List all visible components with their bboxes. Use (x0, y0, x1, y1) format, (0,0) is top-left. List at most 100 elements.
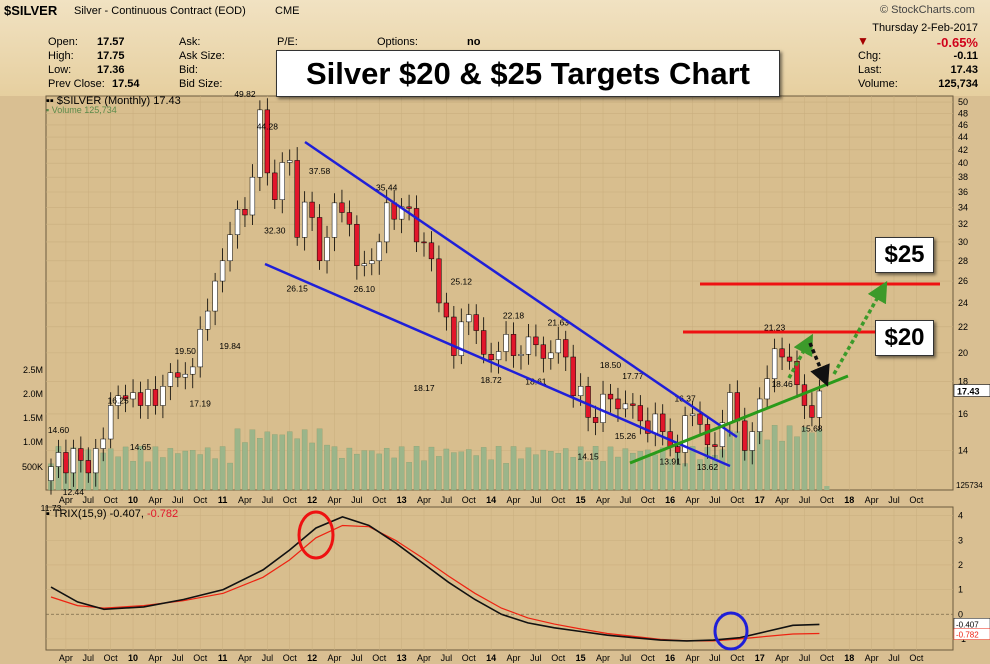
x-tick-label: Jul (888, 495, 900, 505)
candle-down (122, 395, 129, 400)
volume-bar (361, 450, 368, 491)
x-tick-label: Jul (799, 495, 811, 505)
legend-main-text: $SILVER (Monthly) 17.43 (56, 95, 181, 107)
candle-up (525, 336, 532, 355)
candle-up (719, 422, 726, 447)
x-tick-label: Jul (262, 495, 274, 505)
price-tick-label: 28 (958, 256, 968, 266)
chg-value: -0.11 (953, 50, 978, 62)
target-20-label: $20 (875, 320, 934, 356)
x-tick-label: Apr (327, 495, 341, 505)
signal-last-label: -0.782 (956, 631, 979, 640)
volume-bar (391, 457, 397, 491)
high-price-label: 49.82 (234, 89, 256, 99)
volume-bar (436, 456, 442, 491)
volume-bar (249, 429, 256, 491)
candle-up (495, 351, 502, 361)
x-tick-label: Jul (441, 653, 453, 663)
volume-tick-label: 1.5M (23, 413, 43, 423)
volume-bar (309, 442, 315, 491)
x-tick-label: Apr (327, 653, 341, 663)
x-tick-label: Oct (909, 653, 924, 663)
candle-down (630, 403, 636, 406)
wedge-upper-trendline (304, 140, 738, 439)
options-label: Options: (377, 36, 418, 48)
x-tick-label: Oct (730, 495, 745, 505)
ask-label: Ask: (179, 36, 201, 48)
low-price-label: 11.73 (41, 503, 62, 513)
last-label: Last: (858, 64, 882, 76)
candle-down (697, 413, 703, 425)
x-tick-label: Oct (283, 653, 298, 663)
volume-label: Volume: (858, 78, 898, 90)
change-percent: -0.65% (936, 35, 978, 50)
volume-bar (130, 460, 136, 491)
x-tick-label: 12 (307, 495, 317, 505)
volume-bar (510, 446, 517, 491)
x-tick-label: Apr (596, 495, 610, 505)
volume-bar (652, 454, 659, 491)
low-value: 17.36 (97, 64, 125, 76)
candle-down (779, 348, 785, 358)
x-tick-label: Oct (193, 653, 208, 663)
x-tick-label: 10 (128, 495, 138, 505)
candle-down (592, 417, 599, 423)
volume-bar (107, 448, 114, 491)
x-tick-label: 17 (755, 495, 765, 505)
candle-up (301, 201, 308, 238)
signal-last-box (953, 628, 990, 640)
candle-down (645, 420, 651, 434)
volume-bar (376, 453, 382, 491)
x-tick-label: 15 (576, 653, 586, 663)
high-price-label: 16.25 (107, 396, 129, 406)
volume-bar (682, 463, 688, 491)
green-dotted-arrow-2 (832, 280, 888, 375)
candle-down (406, 206, 412, 209)
x-tick-label: Oct (551, 653, 566, 663)
price-tick-label: 14 (958, 445, 968, 455)
last-price-box (953, 384, 990, 397)
trix-crossover-circle-blue (713, 611, 749, 651)
candle-up (466, 314, 472, 323)
x-tick-label: Oct (641, 653, 656, 663)
volume-bar (607, 446, 614, 491)
volume-value: 125,734 (938, 78, 978, 90)
candle-down (786, 356, 793, 362)
volume-bar (488, 459, 494, 491)
candle-up (48, 466, 54, 481)
x-tick-label: Jul (172, 495, 184, 505)
volume-bar (645, 449, 651, 491)
symbol-title: $SILVER (4, 3, 58, 18)
candle-up (600, 393, 606, 423)
pe-label: P/E: (277, 36, 298, 48)
low-price-label: 15.26 (615, 431, 637, 441)
x-tick-label: Apr (238, 495, 252, 505)
candle-up (287, 160, 293, 163)
x-tick-label: 12 (307, 653, 317, 663)
candle-up (257, 109, 263, 178)
low-price-label: 18.17 (413, 383, 435, 393)
candle-up (503, 334, 509, 352)
x-tick-label: Jul (172, 653, 184, 663)
volume-bar (771, 425, 778, 491)
volume-bar (764, 439, 770, 491)
volume-bar (324, 444, 330, 491)
candle-down (540, 344, 547, 359)
candle-down (794, 360, 800, 386)
x-tick-label: Apr (775, 653, 789, 663)
x-tick-label: Jul (530, 653, 542, 663)
low-price-label: 17.19 (190, 398, 212, 408)
volume-bar (518, 458, 524, 491)
candle-up (376, 241, 382, 262)
volume-bar (458, 451, 465, 491)
x-tick-label: 17 (755, 653, 765, 663)
trix-panel (45, 506, 954, 651)
candle-up (197, 329, 203, 368)
volume-bar (667, 458, 673, 491)
candle-down (563, 339, 569, 358)
x-tick-label: Jul (709, 653, 721, 663)
x-tick-label: 14 (486, 495, 496, 505)
candle-down (443, 302, 450, 318)
candle-down (413, 208, 420, 243)
x-tick-label: Apr (238, 653, 252, 663)
